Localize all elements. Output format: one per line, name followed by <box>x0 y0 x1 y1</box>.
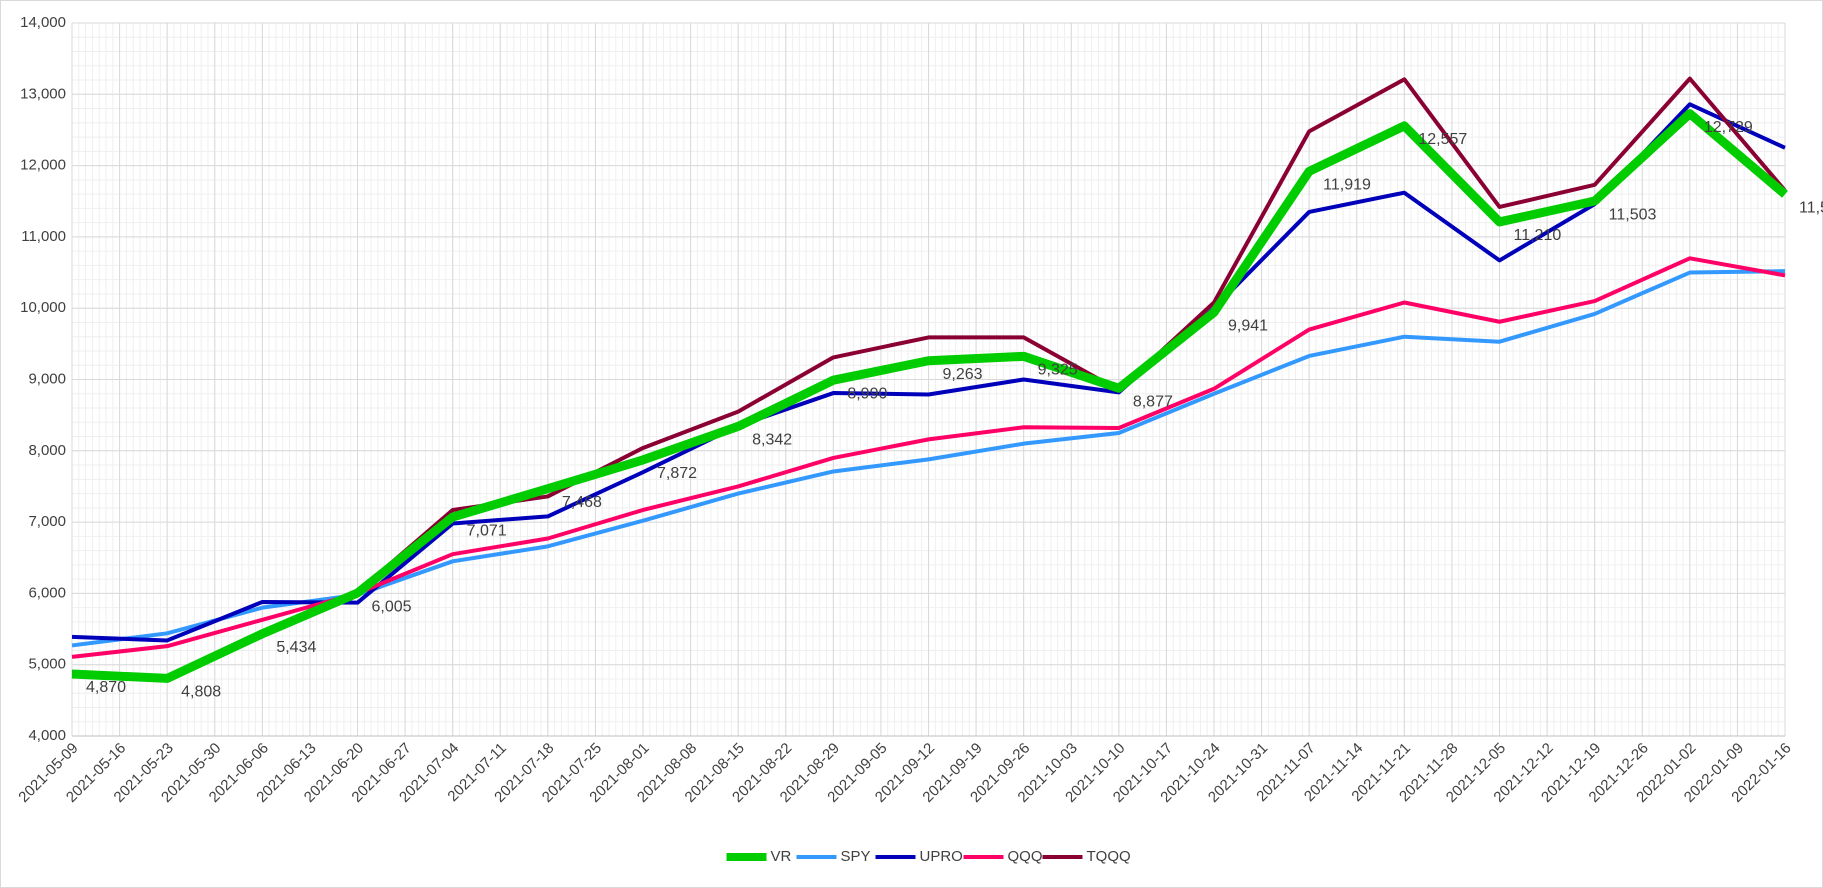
data-label: 9,941 <box>1228 318 1268 335</box>
data-label: 9,325 <box>1038 362 1078 379</box>
legend-label: UPRO <box>920 848 963 865</box>
data-label: 11,598 <box>1799 199 1823 216</box>
data-label: 8,990 <box>847 385 887 402</box>
legend-label: VR <box>771 848 792 865</box>
data-label: 6,005 <box>372 598 412 615</box>
y-tick-label: 7,000 <box>28 513 66 530</box>
y-tick-label: 11,000 <box>21 228 66 245</box>
data-label: 7,071 <box>467 522 507 539</box>
y-tick-label: 10,000 <box>20 299 66 316</box>
y-tick-label: 14,000 <box>20 14 66 31</box>
data-label: 12,729 <box>1704 119 1753 136</box>
data-label: 5,434 <box>276 639 316 656</box>
series-line <box>71 102 1786 643</box>
series-line <box>71 109 1788 683</box>
y-tick-label: 13,000 <box>20 85 66 102</box>
y-tick-label: 6,000 <box>28 584 66 601</box>
y-tick-label: 4,000 <box>28 727 66 744</box>
y-tick-label: 8,000 <box>28 442 66 459</box>
y-tick-label: 5,000 <box>28 656 66 673</box>
data-label: 11,919 <box>1323 177 1371 194</box>
data-label: 7,468 <box>562 494 602 511</box>
y-tick-label: 12,000 <box>20 157 66 174</box>
data-label: 11,503 <box>1609 206 1657 223</box>
y-tick-label: 9,000 <box>28 370 66 387</box>
data-label: 7,872 <box>657 465 697 482</box>
data-label: 4,870 <box>86 679 126 696</box>
data-label: 8,342 <box>752 432 792 449</box>
legend-label: SPY <box>841 848 871 865</box>
legend-label: QQQ <box>1008 848 1043 865</box>
data-label: 12,557 <box>1418 131 1467 148</box>
data-label: 9,263 <box>943 366 983 383</box>
legend-label: TQQQ <box>1087 848 1131 865</box>
data-label: 11,210 <box>1514 227 1562 244</box>
data-label: 4,808 <box>181 684 221 701</box>
data-label: 8,877 <box>1133 393 1173 410</box>
